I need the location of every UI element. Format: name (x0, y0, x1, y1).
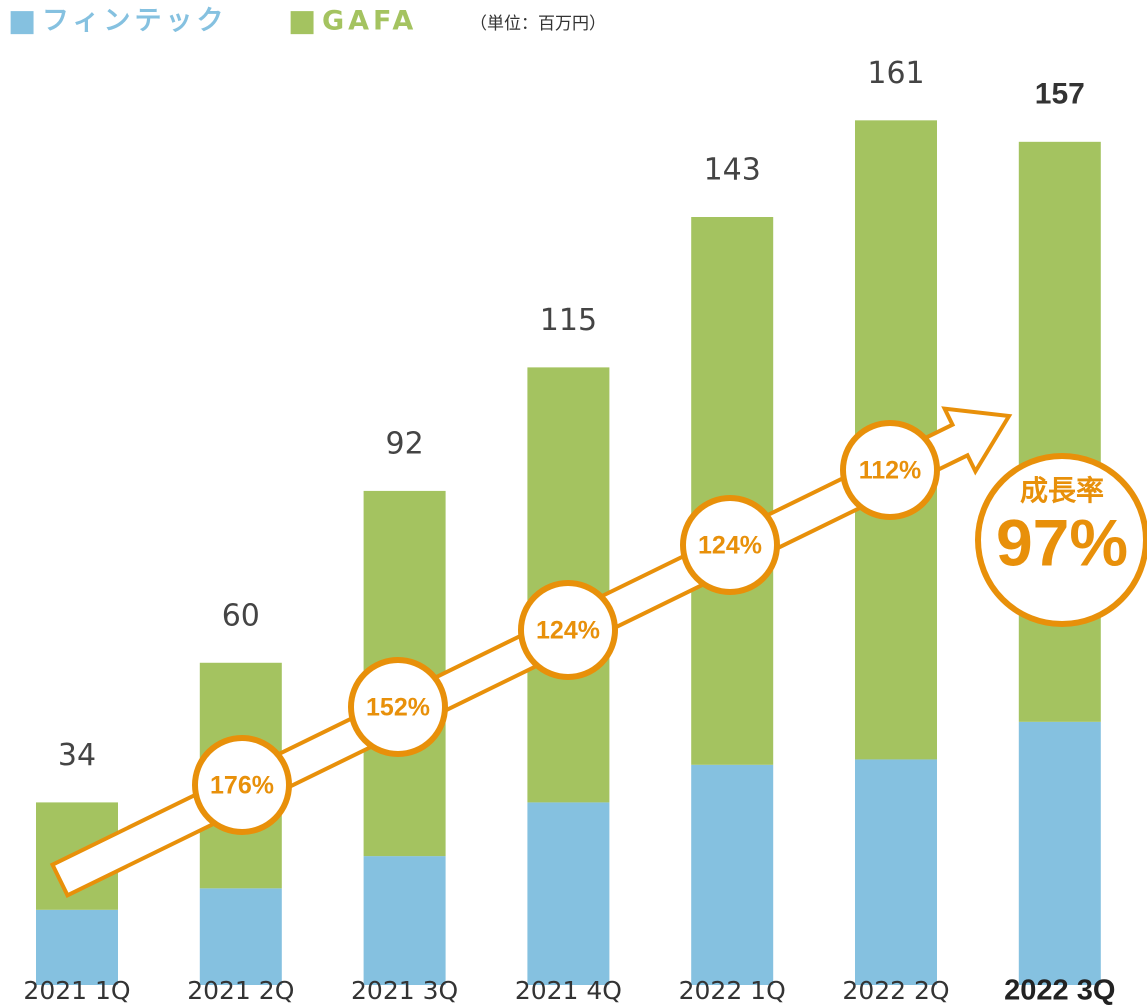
bar-segment (36, 909, 118, 985)
unit-note: （単位：百万円） (470, 14, 606, 34)
total-label: 115 (540, 303, 597, 338)
legend-marker: ■ (288, 4, 316, 39)
bar-segment (363, 856, 446, 985)
total-label: 157 (1035, 78, 1085, 111)
legend-label: フィンテック (42, 6, 227, 37)
growth-circle-total (975, 453, 1147, 627)
growth-circle (680, 495, 780, 595)
growth-circle (348, 657, 448, 757)
bar-segment (199, 888, 282, 985)
growth-title: 成長率 (1020, 474, 1104, 507)
total-label: 34 (58, 738, 96, 773)
x-tick-label: 2021 3Q (351, 976, 458, 1005)
x-tick-label: 2022 1Q (679, 976, 786, 1005)
bar-segment (1018, 721, 1101, 985)
bar-segment (691, 764, 774, 985)
x-tick-label: 2021 4Q (515, 976, 622, 1005)
x-tick-label: 2021 1Q (23, 976, 130, 1005)
legend: ■ フィンテック ■ GAFA (8, 4, 417, 39)
total-label: 92 (386, 426, 424, 461)
bar-segment (691, 217, 774, 765)
bars: 34 2021 1Q 60 2021 2Q 92 2021 3Q 115 2021 4Q 143… (23, 56, 1115, 1007)
growth-circle (518, 580, 618, 680)
bar-segment (855, 759, 937, 985)
bar-segment (527, 802, 610, 985)
legend-label: GAFA (322, 6, 417, 37)
growth-rate: 176% (210, 772, 274, 800)
growth-rate: 152% (366, 694, 430, 722)
total-label: 143 (704, 153, 761, 188)
x-tick-label: 2021 2Q (187, 976, 294, 1005)
growth-rate: 124% (698, 532, 762, 560)
growth-rate: 112% (859, 457, 922, 485)
legend-marker: ■ (8, 4, 36, 39)
growth-rate-total: 97% (996, 505, 1128, 579)
x-tick-label: 2022 3Q (1004, 975, 1115, 1007)
total-label: 161 (867, 56, 924, 91)
growth-circle (192, 735, 292, 835)
growth-circle (840, 420, 940, 520)
growth-rate: 124% (536, 617, 600, 645)
total-label: 60 (222, 598, 260, 633)
x-tick-label: 2022 2Q (842, 976, 949, 1005)
bar-segment (1018, 141, 1101, 722)
